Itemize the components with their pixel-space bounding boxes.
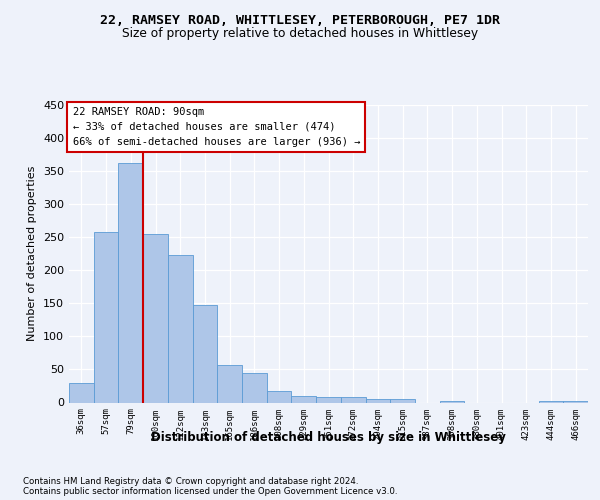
- Bar: [292, 396, 316, 402]
- Bar: [118, 163, 143, 402]
- Bar: [539, 400, 563, 402]
- Bar: [563, 400, 588, 402]
- Bar: [365, 399, 390, 402]
- Bar: [341, 397, 365, 402]
- Bar: [242, 374, 267, 402]
- Bar: [94, 232, 118, 402]
- Bar: [267, 392, 292, 402]
- Text: Size of property relative to detached houses in Whittlesey: Size of property relative to detached ho…: [122, 28, 478, 40]
- Bar: [440, 400, 464, 402]
- Bar: [143, 234, 168, 402]
- Text: Distribution of detached houses by size in Whittlesey: Distribution of detached houses by size …: [151, 431, 506, 444]
- Bar: [69, 382, 94, 402]
- Bar: [193, 304, 217, 402]
- Bar: [316, 397, 341, 402]
- Bar: [390, 399, 415, 402]
- Text: 22, RAMSEY ROAD, WHITTLESEY, PETERBOROUGH, PE7 1DR: 22, RAMSEY ROAD, WHITTLESEY, PETERBOROUG…: [100, 14, 500, 27]
- Bar: [217, 366, 242, 403]
- Bar: [168, 255, 193, 402]
- Text: Contains HM Land Registry data © Crown copyright and database right 2024.: Contains HM Land Registry data © Crown c…: [23, 476, 358, 486]
- Text: 22 RAMSEY ROAD: 90sqm
← 33% of detached houses are smaller (474)
66% of semi-det: 22 RAMSEY ROAD: 90sqm ← 33% of detached …: [73, 107, 360, 146]
- Text: Contains public sector information licensed under the Open Government Licence v3: Contains public sector information licen…: [23, 486, 397, 496]
- Y-axis label: Number of detached properties: Number of detached properties: [28, 166, 37, 342]
